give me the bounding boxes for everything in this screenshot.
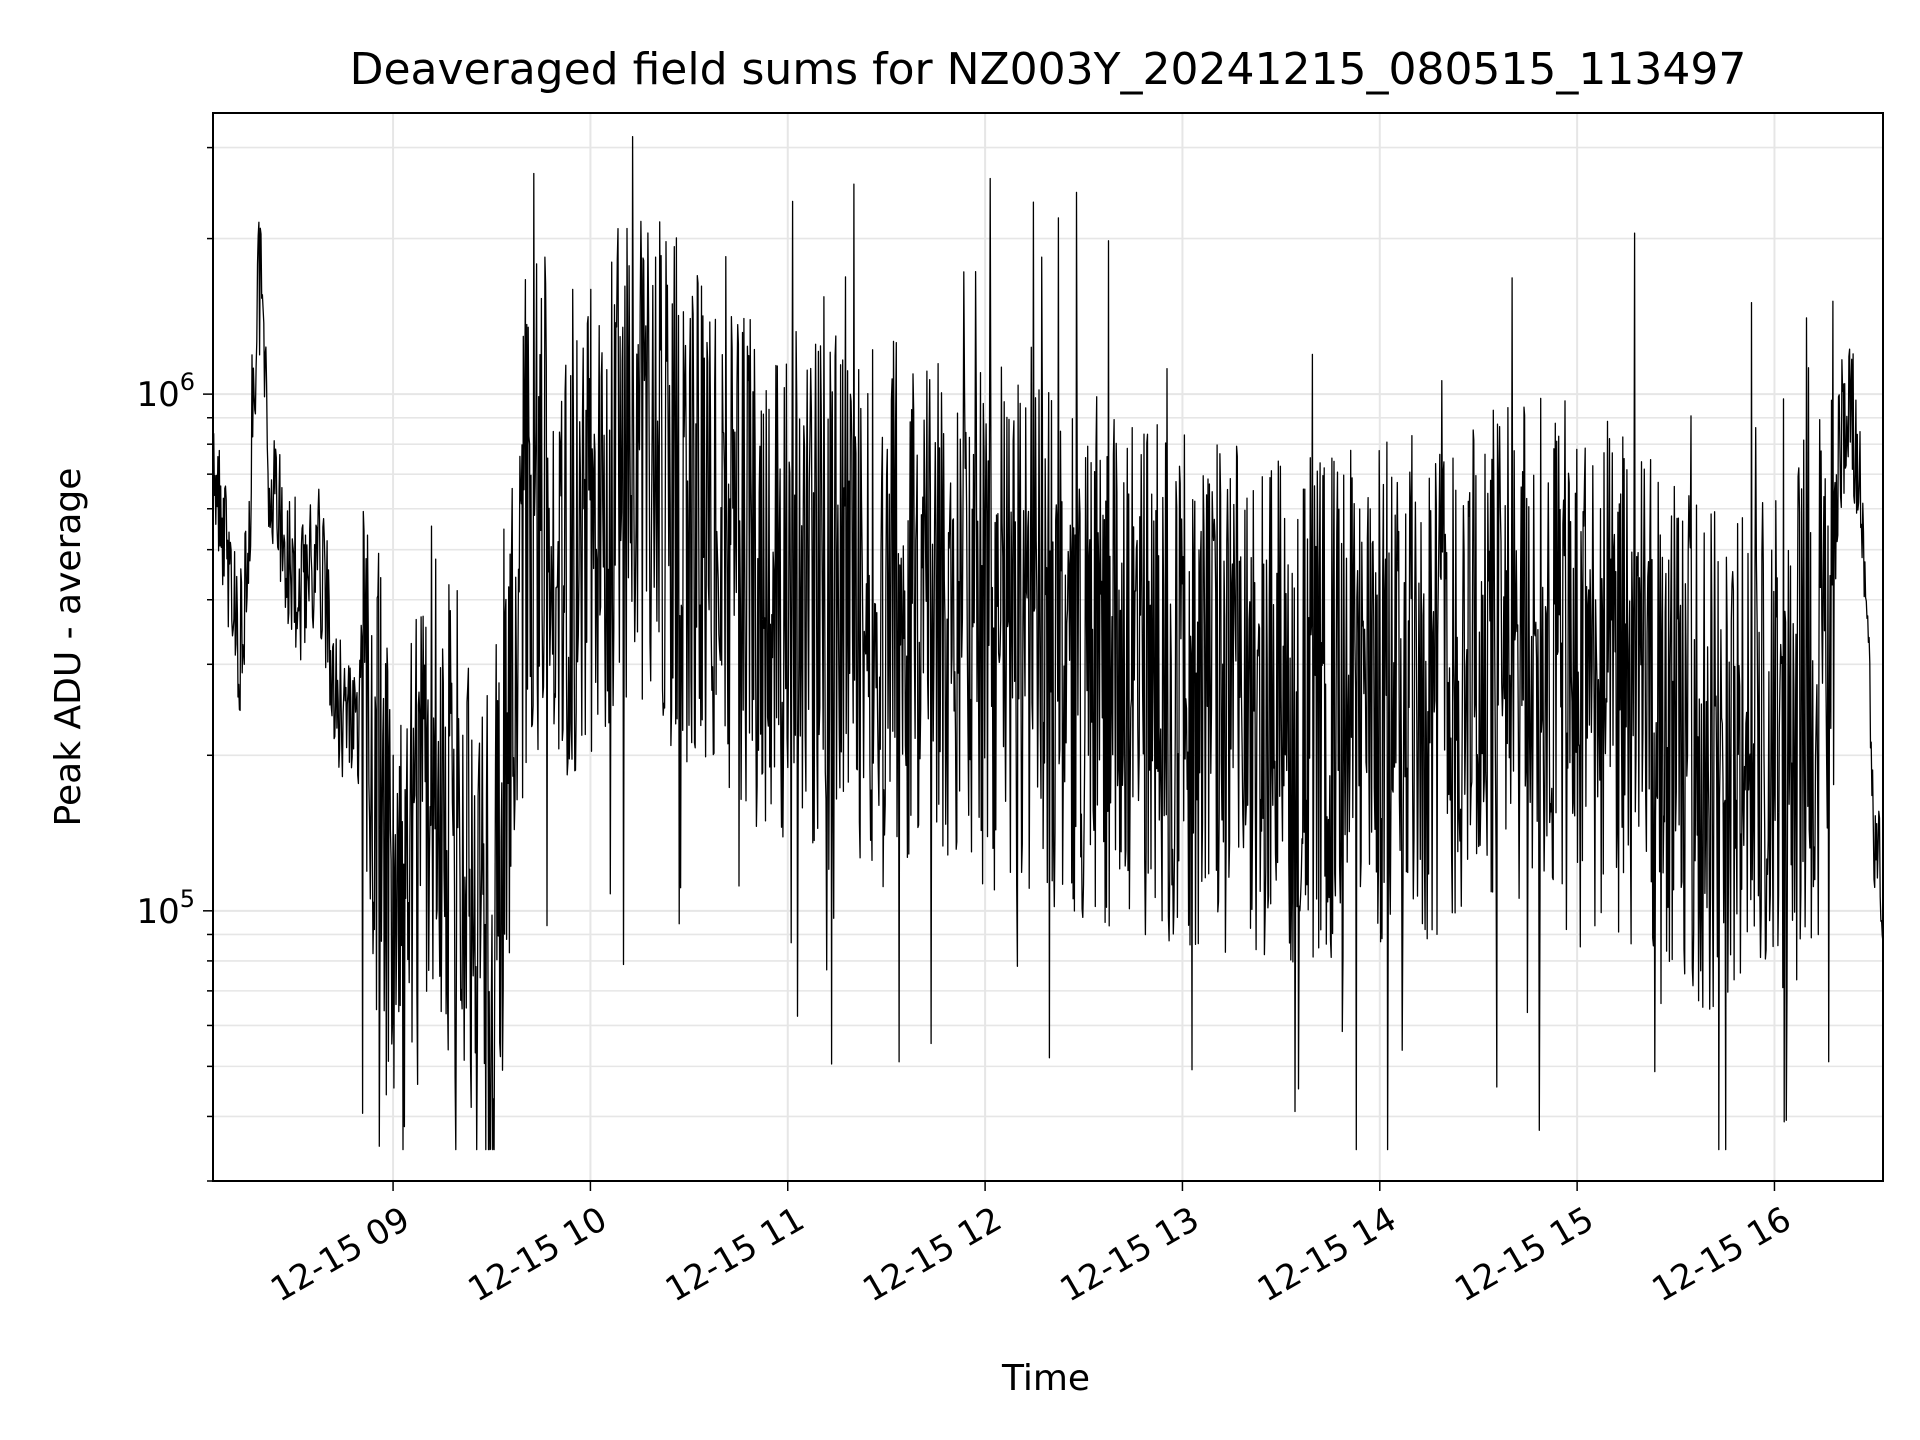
chart-title: Deaveraged field sums for NZ003Y_2024121… xyxy=(350,44,1747,95)
y-tick-label: 105 xyxy=(136,885,195,932)
y-axis-label: Peak ADU - average xyxy=(48,468,89,827)
y-tick-label: 106 xyxy=(136,368,195,415)
series-line xyxy=(212,135,1884,1151)
y-axis-ticks: 105 106 xyxy=(136,146,213,1182)
x-axis-label: Time xyxy=(1001,1358,1090,1399)
plot-frame xyxy=(212,112,1884,1182)
